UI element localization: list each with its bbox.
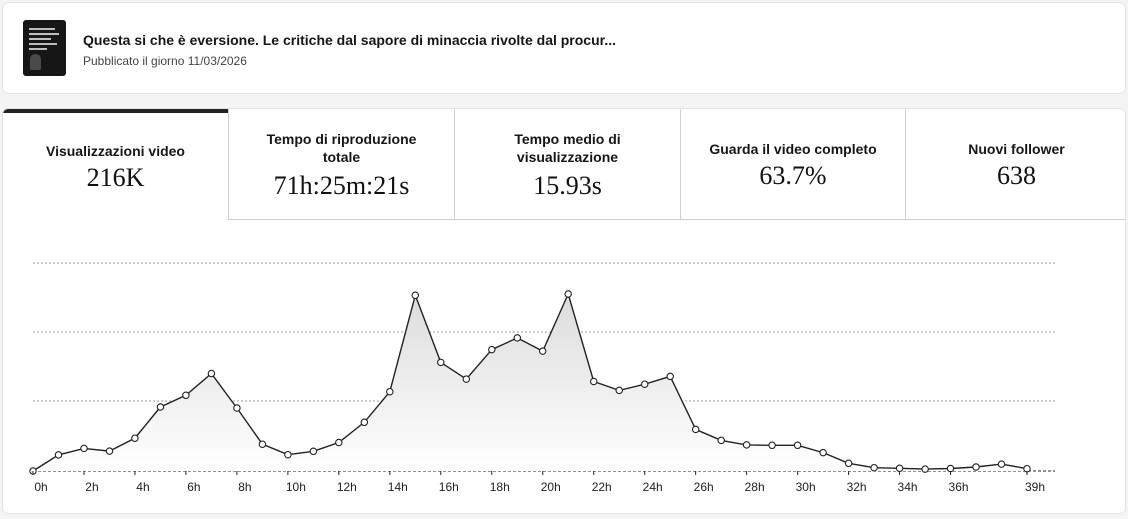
x-tick-label: 18h	[490, 480, 510, 494]
data-point[interactable]	[793, 441, 802, 450]
tab-value: 216K	[86, 163, 145, 192]
metric-tabs: Visualizzazioni video 216K Tempo di ripr…	[3, 109, 1125, 221]
tab-label: Tempo di riproduzione totale	[266, 131, 417, 165]
data-point[interactable]	[666, 372, 674, 381]
x-tick-label: 12h	[337, 480, 357, 494]
data-point[interactable]	[284, 450, 292, 459]
data-point[interactable]	[564, 290, 572, 298]
x-tick-label: 20h	[541, 480, 561, 494]
x-tick-label: 36h	[949, 480, 969, 494]
tab-value: 638	[997, 161, 1036, 190]
chart-area-fill	[33, 294, 1027, 471]
data-point[interactable]	[386, 387, 394, 396]
data-point[interactable]	[462, 375, 471, 383]
data-point[interactable]	[80, 444, 88, 453]
x-tick-label: 4h	[136, 480, 149, 494]
post-header-card: Questa si che è eversione. Le critiche d…	[2, 2, 1126, 94]
data-point[interactable]	[360, 418, 369, 427]
data-point[interactable]	[156, 403, 165, 411]
tab-total-playback-time[interactable]: Tempo di riproduzione totale 71h:25m:21s	[228, 109, 454, 220]
data-point[interactable]	[997, 460, 1006, 468]
data-point[interactable]	[233, 404, 241, 412]
tab-label: Visualizzazioni video	[45, 143, 185, 159]
tab-label: Guarda il video completo	[709, 141, 877, 157]
x-tick-label: 14h	[388, 480, 408, 494]
tab-video-views[interactable]: Visualizzazioni video 216K	[3, 109, 228, 220]
data-point[interactable]	[207, 369, 216, 378]
x-tick-label: 0h	[34, 480, 47, 494]
x-tick-label: 32h	[847, 480, 867, 494]
data-point[interactable]	[309, 447, 318, 456]
data-point[interactable]	[513, 334, 522, 342]
tab-label: Nuovi follower	[968, 141, 1065, 157]
tab-value: 15.93s	[533, 171, 602, 200]
x-tick-label: 22h	[592, 480, 612, 494]
tab-watched-full-video[interactable]: Guarda il video completo 63.7%	[680, 109, 905, 220]
data-point[interactable]	[54, 451, 63, 459]
analytics-card: Visualizzazioni video 216K Tempo di ripr…	[2, 108, 1126, 514]
x-tick-label: 10h	[286, 480, 306, 494]
data-point[interactable]	[717, 436, 725, 445]
x-tick-label: 39h	[1025, 480, 1045, 494]
data-point[interactable]	[1023, 464, 1031, 473]
data-point[interactable]	[946, 464, 955, 473]
tab-average-watch-time[interactable]: Tempo medio di visualizzazione 15.93s	[454, 109, 680, 220]
tab-label: Tempo medio di visualizzazione	[514, 131, 621, 165]
data-point[interactable]	[870, 463, 878, 472]
data-point[interactable]	[488, 345, 496, 354]
data-point[interactable]	[615, 386, 623, 395]
data-point[interactable]	[895, 464, 904, 473]
x-tick-label: 30h	[796, 480, 816, 494]
tab-value: 63.7%	[759, 161, 827, 190]
data-point[interactable]	[335, 438, 343, 447]
data-point[interactable]	[589, 377, 598, 386]
data-point[interactable]	[105, 447, 114, 455]
data-point[interactable]	[411, 291, 420, 300]
chart-series-line	[32, 291, 1028, 472]
data-point[interactable]	[972, 463, 980, 471]
x-tick-label: 16h	[439, 480, 459, 494]
data-point[interactable]	[258, 440, 267, 448]
data-point[interactable]	[844, 459, 853, 468]
data-point[interactable]	[768, 441, 776, 450]
data-point[interactable]	[640, 380, 649, 388]
x-tick-label: 2h	[85, 480, 98, 494]
x-tick-label: 24h	[643, 480, 663, 494]
post-title[interactable]: Questa si che è eversione. Le critiche d…	[83, 32, 616, 48]
x-tick-label: 34h	[898, 480, 918, 494]
x-tick-label: 26h	[694, 480, 714, 494]
tab-new-followers[interactable]: Nuovi follower 638	[905, 109, 1125, 220]
post-publish-date: Pubblicato il giorno 11/03/2026	[83, 54, 247, 68]
data-point[interactable]	[538, 347, 547, 355]
data-point[interactable]	[921, 465, 929, 473]
data-point[interactable]	[742, 441, 751, 449]
x-tick-label: 6h	[187, 480, 200, 494]
data-point[interactable]	[691, 425, 700, 434]
data-point[interactable]	[819, 448, 827, 457]
x-tick-label: 8h	[238, 480, 251, 494]
views-chart: 0h 2h 4h 6h 8h 10h 12h 14h 16h 18h 20h 22h 24h 26h 28h…	[29, 262, 1055, 494]
data-point[interactable]	[182, 391, 190, 400]
x-tick-label: 28h	[745, 480, 765, 494]
data-point[interactable]	[131, 434, 139, 442]
data-point[interactable]	[437, 358, 445, 367]
tab-value: 71h:25m:21s	[273, 171, 410, 200]
video-thumbnail[interactable]	[23, 20, 66, 76]
